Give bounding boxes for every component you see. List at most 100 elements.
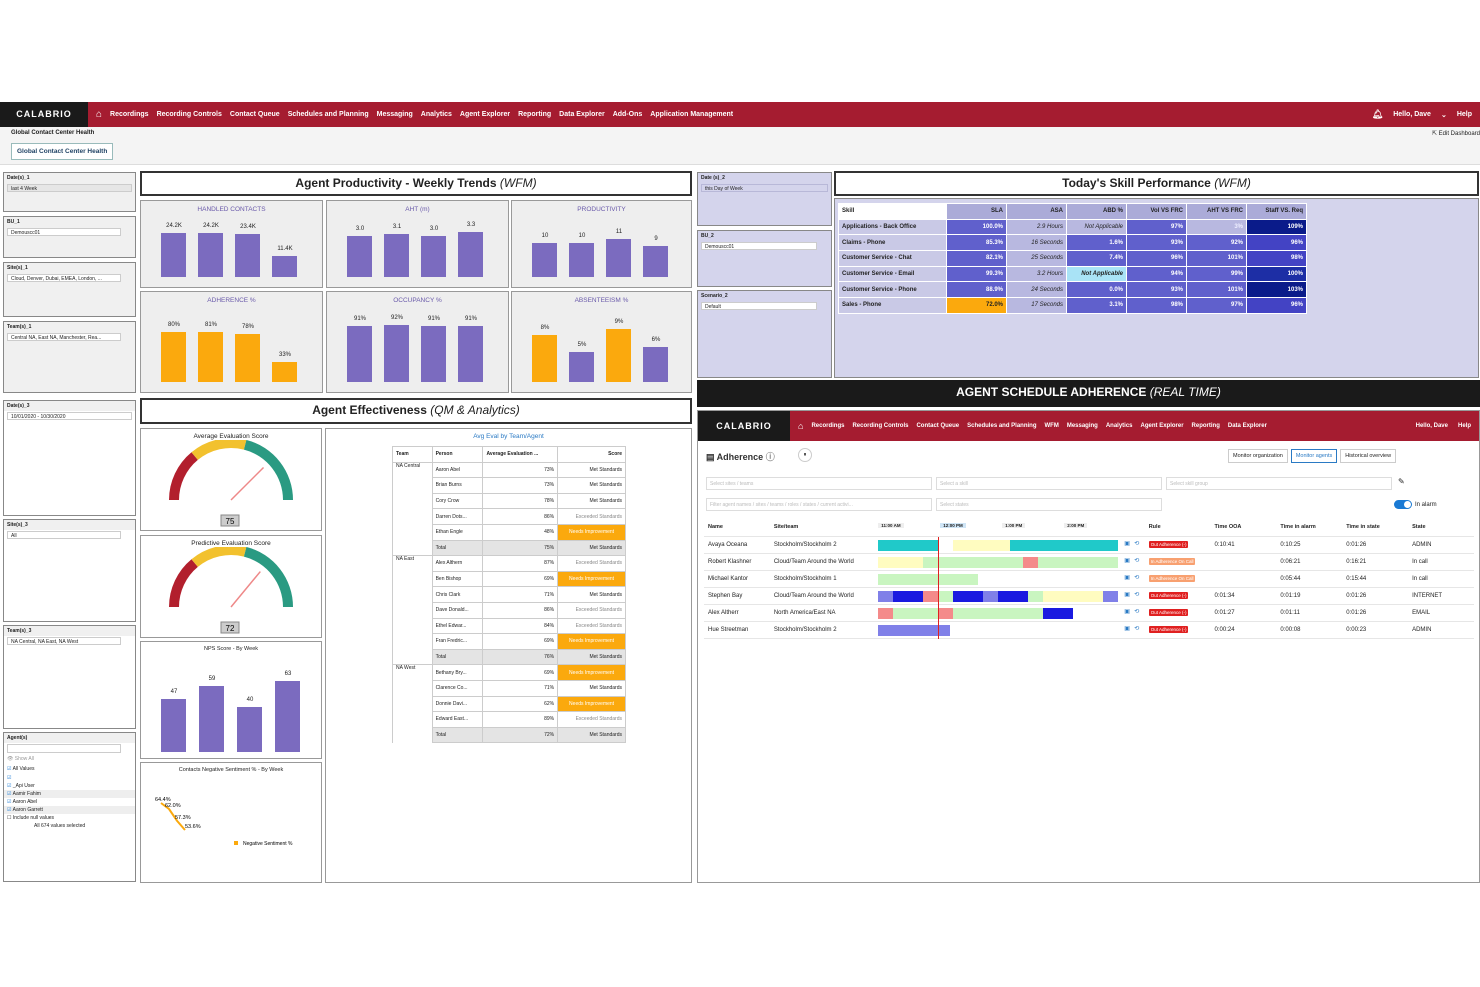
history-icon[interactable]: ⟲	[1134, 557, 1140, 564]
in-alarm-toggle[interactable]: In alarm	[1394, 500, 1437, 509]
nav-item[interactable]: Recordings	[110, 111, 149, 118]
history-icon[interactable]: ⟲	[1134, 625, 1140, 632]
history-icon[interactable]: ⟲	[1134, 540, 1140, 547]
skill-group-input[interactable]: Select skill group	[1166, 477, 1392, 490]
nav-item[interactable]: Add-Ons	[612, 111, 643, 118]
rt-nav-item[interactable]: Agent Explorer	[1140, 423, 1184, 429]
table-row[interactable]: Avaya Oceana Stockholm/Stockholm 2 ▣ ⟲ Out A…	[704, 536, 1474, 554]
bu2-input[interactable]: Demouscc01	[701, 242, 817, 250]
filter-agents-input[interactable]: Filter agent names / sites / teams / rol…	[706, 498, 932, 511]
skill-header[interactable]: SLA	[946, 203, 1007, 220]
rt-nav-item[interactable]: Contact Queue	[916, 423, 960, 429]
sites-input[interactable]: Select sites / teams	[706, 477, 932, 490]
calendar-icon[interactable]: ▣	[1124, 557, 1130, 564]
rt-nav-item[interactable]: Recordings	[811, 423, 845, 429]
table-row[interactable]: Alex Altherr North America/East NA ▣ ⟲ Out A…	[704, 604, 1474, 622]
rt-header[interactable]: State	[1408, 519, 1474, 537]
nav-item[interactable]: Schedules and Planning	[287, 111, 369, 118]
calendar-icon[interactable]: ▣	[1124, 608, 1130, 615]
rt-nav-item[interactable]: Reporting	[1191, 423, 1220, 429]
rt-nav-item[interactable]: Recording Controls	[852, 423, 909, 429]
chevron-down-icon[interactable]: ⌄	[1440, 111, 1447, 119]
agent-checkbox[interactable]: ☑ Aaron Garrett	[4, 806, 135, 814]
table-row[interactable]: Hue Streetman Stockholm/Stockholm 2 ▣ ⟲ Out …	[704, 621, 1474, 639]
dashboard-tab[interactable]: Global Contact Center Health	[11, 143, 114, 160]
agent-search-input[interactable]	[7, 744, 121, 753]
agent-name[interactable]: Michael Kantor	[704, 570, 770, 588]
agent-name[interactable]: Avaya Oceana	[704, 536, 770, 554]
eval-header[interactable]: Person	[431, 446, 484, 463]
show-all-dropdown[interactable]: 👁︎ Show All	[7, 756, 34, 762]
team1-input[interactable]: Central NA, East NA, Manchester, Rea...	[7, 333, 121, 341]
agent-name[interactable]: Robert Klashner	[704, 553, 770, 571]
date3-input[interactable]: 10/01/2020 - 10/30/2020	[7, 412, 132, 420]
table-row[interactable]: Stephen Bay Cloud/Team Around the World ▣ ⟲…	[704, 587, 1474, 605]
eval-header[interactable]: Team	[392, 446, 433, 463]
date2-input[interactable]: this Day of Week	[701, 184, 828, 192]
table-cell[interactable]: Customer Service - Phone	[838, 281, 947, 299]
bu1-input[interactable]: Demouscc01	[7, 228, 121, 236]
nav-item[interactable]: Agent Explorer	[459, 111, 511, 118]
nav-item[interactable]: Data Explorer	[559, 111, 605, 118]
nav-item[interactable]: Reporting	[518, 111, 552, 118]
rt-nav-item[interactable]: Analytics	[1105, 423, 1133, 429]
table-cell[interactable]: Sales - Phone	[838, 297, 947, 314]
rt-nav-item[interactable]: Messaging	[1066, 423, 1098, 429]
eval-header[interactable]: Average Evaluation ...	[482, 446, 559, 463]
rt-header[interactable]: 11:00 AM 12:00 PM 1:00 PM 2:00 PM	[876, 519, 1145, 537]
rt-nav-item[interactable]: Data Explorer	[1227, 423, 1267, 429]
rt-header[interactable]: Time in alarm	[1276, 519, 1343, 537]
nav-item[interactable]: Messaging	[376, 111, 413, 118]
nav-item[interactable]: Contact Queue	[229, 111, 280, 118]
nav-item[interactable]: Analytics	[420, 111, 452, 118]
home-icon[interactable]: ⌂	[798, 421, 804, 431]
rt-nav-item[interactable]: Schedules and Planning	[967, 423, 1037, 429]
skill-input[interactable]: Select a skill	[936, 477, 1162, 490]
agent-checkbox[interactable]: ☑ Aaron Abel	[4, 798, 135, 806]
table-cell[interactable]: Claims - Phone	[838, 234, 947, 252]
historical-button[interactable]: Historical overview	[1340, 449, 1397, 463]
scenario2-input[interactable]: Default	[701, 302, 817, 310]
monitor-org-button[interactable]: Monitor organization	[1228, 449, 1288, 463]
table-row[interactable]: Robert Klashner Cloud/Team Around the Wor…	[704, 553, 1474, 571]
skill-header[interactable]: ASA	[1006, 203, 1067, 220]
rt-header[interactable]: Time OOA	[1210, 519, 1277, 537]
site1-input[interactable]: Cloud, Denver, Dubai, EMEA, London, ...	[7, 274, 121, 282]
states-input[interactable]: Select states	[936, 498, 1162, 511]
nav-item[interactable]: Recording Controls	[156, 111, 222, 118]
calendar-icon[interactable]: ▣	[1124, 591, 1130, 598]
agent-checkbox[interactable]: ☑ Aamir Fahim	[4, 790, 135, 798]
calendar-icon[interactable]: ▣	[1124, 625, 1130, 632]
agent-name[interactable]: Stephen Bay	[704, 587, 770, 605]
rt-help[interactable]: Help	[1457, 423, 1471, 429]
agent-name[interactable]: Hue Streetman	[704, 621, 770, 639]
home-icon[interactable]: ⌂	[96, 109, 103, 120]
hello-user[interactable]: Hello, Dave	[1393, 111, 1431, 118]
agent-checkbox[interactable]: ☑ _Api User	[4, 782, 135, 790]
skill-header[interactable]: Staff VS. Req	[1246, 203, 1307, 220]
skill-header[interactable]: ABD %	[1066, 203, 1127, 220]
skill-header[interactable]: Skill	[838, 203, 947, 220]
history-icon[interactable]: ⟲	[1134, 574, 1140, 581]
rt-header[interactable]: Site/team	[769, 519, 877, 537]
all-values-checkbox[interactable]: ☑ All Values	[7, 766, 35, 772]
rt-nav-item[interactable]: WFM	[1044, 423, 1059, 429]
rt-header[interactable]: Name	[704, 519, 770, 537]
rt-header[interactable]: Rule	[1144, 519, 1211, 537]
date1-input[interactable]: last 4 Week	[7, 184, 132, 192]
history-icon[interactable]: ⟲	[1134, 591, 1140, 598]
edit-dashboard-button[interactable]: ⇱ Edit Dashboard	[1431, 131, 1480, 137]
table-cell[interactable]: Customer Service - Email	[838, 265, 947, 283]
calendar-icon[interactable]: ▣	[1124, 574, 1130, 581]
blank-checkbox[interactable]: ☑	[7, 775, 12, 781]
table-cell[interactable]: Customer Service - Chat	[838, 250, 947, 267]
calendar-icon[interactable]: ▣	[1124, 540, 1130, 547]
agent-name[interactable]: Alex Altherr	[704, 604, 770, 622]
site3-input[interactable]: All	[7, 531, 121, 539]
edit-icon[interactable]: ✎	[1398, 477, 1405, 486]
eval-header[interactable]: Score	[557, 446, 626, 463]
bell-icon[interactable]: 🔔︎	[1371, 109, 1384, 119]
history-icon[interactable]: ⟲	[1134, 608, 1140, 615]
skill-header[interactable]: AHT VS FRC	[1186, 203, 1247, 220]
skill-header[interactable]: Vol VS FRC	[1126, 203, 1187, 220]
